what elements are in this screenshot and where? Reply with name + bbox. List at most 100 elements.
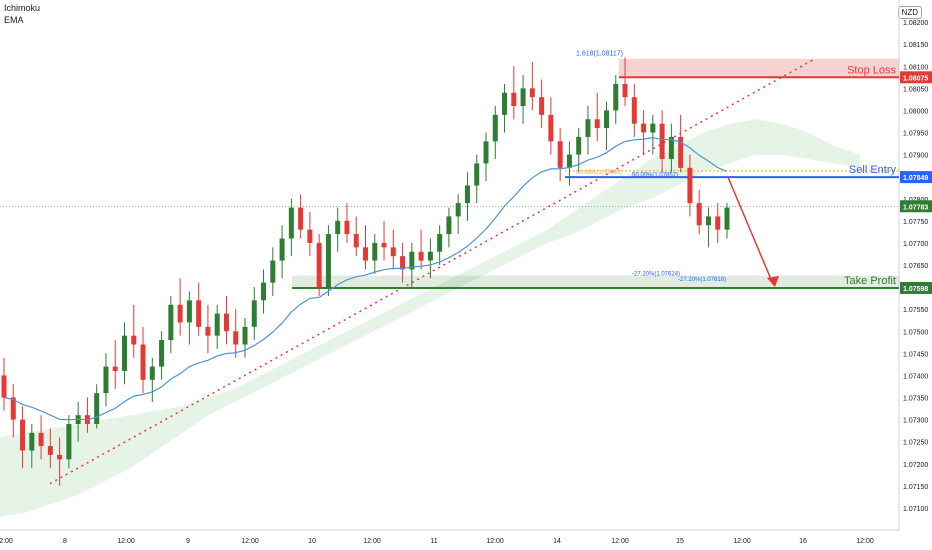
- candle-body: [650, 123, 656, 133]
- candle-body: [94, 393, 100, 424]
- y-tick-label: 1.07700: [903, 241, 928, 248]
- x-tick-label: 12:00: [611, 538, 629, 545]
- candle-body: [715, 216, 721, 230]
- x-tick-label: 12:00: [241, 538, 259, 545]
- candle-body: [112, 366, 118, 371]
- x-tick-label: 9: [186, 538, 190, 545]
- x-tick-label: 14: [553, 538, 561, 545]
- candle-body: [279, 238, 285, 261]
- current-price-tag: [900, 200, 932, 213]
- candle-body: [372, 242, 378, 261]
- x-tick-label: 12:00: [856, 538, 874, 545]
- candle-body: [529, 88, 535, 98]
- candle-body: [455, 203, 461, 217]
- candle-body: [381, 242, 387, 248]
- y-tick-label: 1.07550: [903, 307, 928, 314]
- x-tick-label: 15: [676, 538, 684, 545]
- candle-body: [641, 123, 647, 133]
- candle-body: [604, 110, 609, 129]
- candle-body: [57, 454, 63, 460]
- fib-ext-low2-label: -27.20%(1.07618): [678, 277, 726, 283]
- y-tick-label: 1.07250: [903, 440, 928, 447]
- candle-body: [418, 251, 424, 261]
- candle-body: [251, 300, 257, 327]
- candle-body: [613, 83, 619, 111]
- candle-body: [270, 260, 276, 283]
- candle-body: [548, 114, 554, 142]
- x-tick-label: 11: [430, 538, 437, 545]
- y-tick-label: 1.07300: [903, 418, 928, 425]
- candle-body: [38, 432, 44, 447]
- candle-body: [140, 344, 146, 380]
- candle-body: [233, 331, 239, 345]
- y-tick-label: 1.07400: [903, 373, 928, 380]
- candle-body: [159, 340, 165, 367]
- candle-body: [687, 167, 693, 204]
- candle-body: [446, 216, 452, 235]
- candle-body: [474, 163, 480, 186]
- y-tick-label: 1.07950: [903, 131, 928, 138]
- candle-body: [122, 335, 127, 371]
- y-tick-label: 1.07750: [903, 219, 928, 226]
- candle-body: [307, 229, 313, 243]
- candle-body: [177, 304, 183, 323]
- y-tick-label: 1.08100: [903, 64, 928, 71]
- y-tick-label: 1.08150: [903, 42, 928, 49]
- sell-arrow-head: [767, 275, 779, 287]
- fib-50-left-label: 50.00%(1.07863): [576, 170, 622, 176]
- candle-body: [437, 234, 443, 252]
- take-profit-tag-label: 1.07598: [903, 286, 928, 293]
- y-tick-label: 1.07650: [903, 263, 928, 270]
- fib-ext-top-label: 1.618(1.08117): [576, 51, 623, 58]
- fib-50-label: 50.00%(1.07857): [632, 173, 678, 179]
- candle-body: [492, 114, 498, 142]
- candle-body: [47, 446, 53, 455]
- y-tick-label: 1.07800: [903, 197, 928, 204]
- indicator-ema-label[interactable]: EMA: [4, 15, 24, 25]
- candle-body: [66, 424, 72, 460]
- candle-body: [557, 141, 563, 168]
- candle-body: [186, 300, 192, 323]
- candle-body: [29, 432, 35, 451]
- x-tick-label: 10: [308, 538, 316, 545]
- indicator-ichimoku-label[interactable]: Ichimoku: [4, 3, 41, 13]
- candle-body: [705, 216, 711, 226]
- currency-badge[interactable]: NZD: [897, 6, 922, 19]
- stop-loss-text: Stop Loss: [847, 64, 896, 76]
- candle-body: [566, 154, 572, 168]
- candle-body: [223, 313, 229, 332]
- sell-entry-tag-label: 1.07849: [903, 175, 928, 182]
- candle-body: [1, 375, 7, 398]
- y-tick-label: 1.07900: [903, 153, 928, 160]
- x-tick-label: 12:00: [486, 538, 504, 545]
- sell-entry-tag: [900, 171, 932, 184]
- y-tick-label: 1.08000: [903, 108, 928, 115]
- current-price-tag-label: 1.07783: [903, 204, 928, 211]
- candle-body: [344, 220, 350, 235]
- ichimoku-cloud: [0, 119, 860, 517]
- candle-body: [594, 119, 600, 129]
- candle-body: [196, 300, 202, 327]
- take-profit-zone: [292, 275, 899, 288]
- candle-body: [316, 242, 322, 288]
- y-tick-label: 1.07150: [903, 484, 928, 491]
- candle-body: [390, 247, 396, 257]
- y-tick-label: 1.07500: [903, 329, 928, 336]
- candle-body: [464, 185, 470, 204]
- candle-body: [261, 282, 267, 301]
- candle-body: [483, 141, 489, 164]
- sell-arrow-line: [727, 176, 774, 285]
- trendline: [49, 58, 816, 485]
- candle-body: [288, 207, 294, 239]
- candle-body: [131, 335, 137, 345]
- ema-line: [3, 136, 728, 421]
- candle-body: [363, 247, 368, 261]
- candle-body: [409, 251, 415, 270]
- candle-body: [242, 326, 248, 345]
- candle-body: [10, 397, 16, 420]
- candle-body: [103, 366, 109, 394]
- candle-body: [149, 366, 155, 380]
- sell-entry-text: Sell Entry: [849, 164, 897, 176]
- take-profit-tag: [900, 281, 932, 294]
